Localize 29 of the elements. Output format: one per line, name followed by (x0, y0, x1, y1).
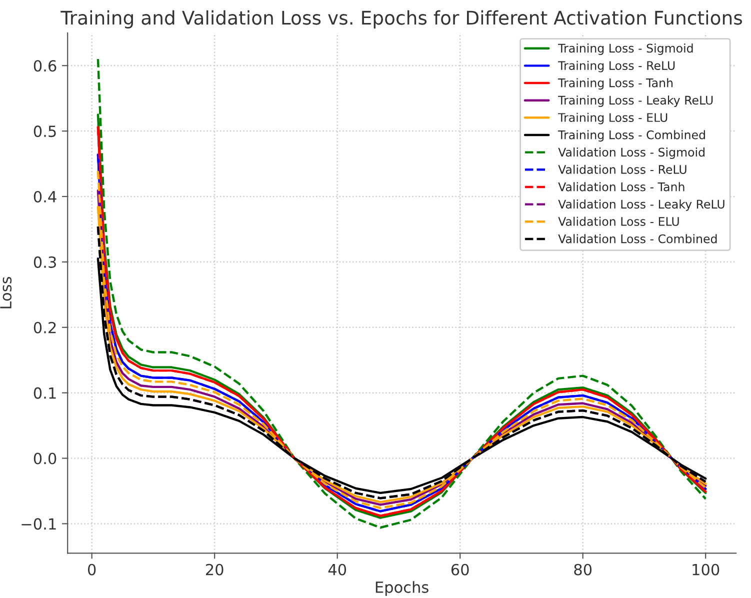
x-axis-title: Epochs (376, 581, 428, 596)
y-tick-label: 0.0 (34, 452, 56, 464)
y-tick-label: 0.1 (34, 387, 56, 399)
x-tick-label: 40 (328, 564, 346, 576)
legend-label: Validation Loss - Leaky ReLU (558, 199, 724, 211)
legend-label: Training Loss - Combined (558, 130, 705, 142)
y-tick-label: 0.2 (34, 322, 56, 334)
y-axis-title: Loss (0, 277, 12, 308)
y-tick-label: 0.5 (34, 126, 56, 138)
y-tick-label: 0.6 (34, 60, 56, 72)
y-tick-label: 0.4 (34, 190, 56, 203)
y-tick-label: 0.3 (34, 256, 56, 268)
x-tick-label: 60 (451, 564, 469, 576)
x-tick-label: 20 (206, 564, 224, 576)
legend-label: Validation Loss - ELU (558, 216, 679, 226)
legend-label: Training Loss - Sigmoid (558, 44, 693, 55)
legend-label: Validation Loss - ReLU (558, 164, 686, 174)
legend-label: Validation Loss - Tanh (558, 182, 684, 192)
chart-title: Training and Validation Loss vs. Epochs for Different Activation Functions (60, 10, 742, 28)
legend-label: Training Loss - Leaky ReLU (558, 96, 713, 107)
x-tick-label: 0 (88, 564, 96, 576)
legend-label: Training Loss - ELU (558, 112, 668, 124)
x-tick-label: 100 (692, 564, 720, 576)
legend-label: Validation Loss - Combined (558, 234, 717, 244)
x-tick-label: 80 (574, 564, 592, 576)
y-tick-label: −0.1 (22, 518, 56, 530)
legend-label: Training Loss - ReLU (558, 60, 675, 72)
legend-label: Validation Loss - Sigmoid (558, 147, 704, 159)
legend-label: Training Loss - Tanh (558, 78, 673, 90)
